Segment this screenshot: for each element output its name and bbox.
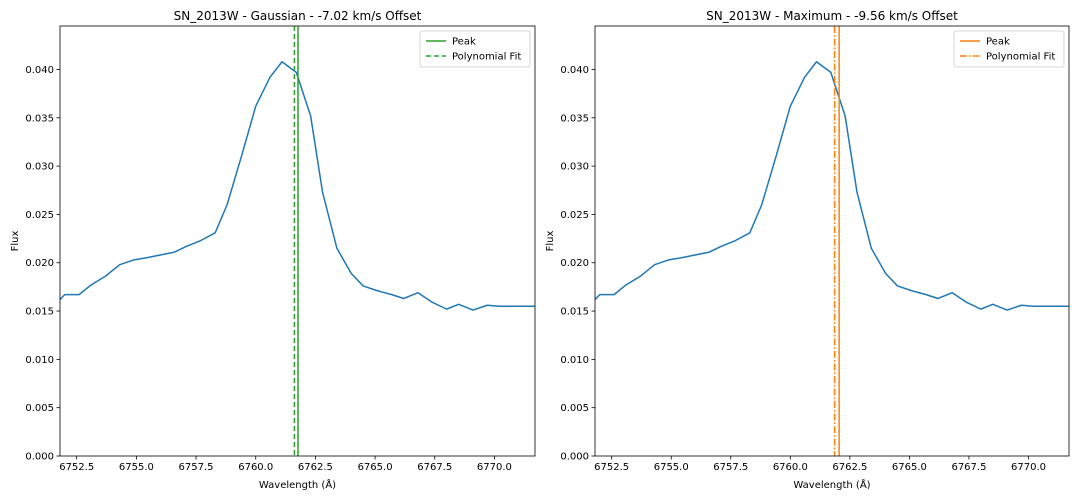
y-tick-label: 0.040 [560,65,589,76]
legend-label: Polynomial Fit [986,52,1055,63]
plot-data [60,26,535,456]
series-line-flux [595,61,1069,311]
chart-title: SN_2013W - Maximum - -9.56 km/s Offset [706,9,958,23]
x-tick-label: 6767.5 [951,462,986,473]
x-axis-label: Wavelength (Å) [793,478,870,491]
legend: Peak Polynomial Fit [953,30,1065,68]
x-tick-label: 6770.0 [1011,462,1046,473]
y-tick-label: 0.015 [25,307,54,318]
y-tick-label: 0.025 [560,210,589,221]
x-tick-label: 6752.5 [59,462,94,473]
chart-title: SN_2013W - Gaussian - -7.02 km/s Offset [174,9,422,23]
x-tick-label: 6770.0 [477,462,512,473]
legend-box [419,30,531,68]
plot-frame [594,25,1070,457]
y-tick-label: 0.015 [560,307,589,318]
y-axis-label: Flux [545,231,556,252]
y-tick-label: 0.030 [25,162,54,173]
x-tick-label: 6762.5 [298,462,333,473]
y-tick-label: 0.020 [560,258,589,269]
x-tick-label: 6765.0 [892,462,927,473]
x-tick-label: 6760.0 [238,462,273,473]
y-axis-label: Flux [10,231,21,252]
x-tick-label: 6752.5 [594,462,629,473]
x-tick-label: 6755.0 [119,462,154,473]
legend-box [953,30,1065,68]
x-tick-label: 6757.5 [713,462,748,473]
y-tick-label: 0.005 [25,403,54,414]
y-tick-label: 0.040 [25,65,54,76]
y-tick-label: 0.000 [560,452,589,463]
legend-label: Polynomial Fit [452,52,521,63]
x-tick-label: 6762.5 [832,462,867,473]
x-tick-label: 6760.0 [773,462,808,473]
y-tick-label: 0.005 [560,403,589,414]
plot-frame [59,25,536,457]
y-tick-label: 0.035 [560,113,589,124]
x-tick-label: 6765.0 [358,462,393,473]
y-tick-label: 0.010 [560,355,589,366]
plot-data [595,26,1069,456]
legend-label: Peak [986,37,1010,48]
y-tick-label: 0.035 [25,113,54,124]
y-tick-label: 0.000 [25,452,54,463]
y-tick-label: 0.025 [25,210,54,221]
y-tick-label: 0.010 [25,355,54,366]
series-line-flux [60,61,535,311]
chart-panel-2: SN_2013W - Maximum - -9.56 km/s Offset 67… [545,9,1070,491]
x-tick-label: 6757.5 [179,462,214,473]
x-tick-label: 6755.0 [654,462,689,473]
x-axis-label: Wavelength (Å) [259,478,336,491]
y-tick-label: 0.020 [25,258,54,269]
x-tick-label: 6767.5 [417,462,452,473]
chart-panel-1: SN_2013W - Gaussian - -7.02 km/s Offset 6… [10,9,536,491]
legend: Peak Polynomial Fit [419,30,531,68]
legend-label: Peak [452,37,476,48]
y-tick-label: 0.030 [560,162,589,173]
